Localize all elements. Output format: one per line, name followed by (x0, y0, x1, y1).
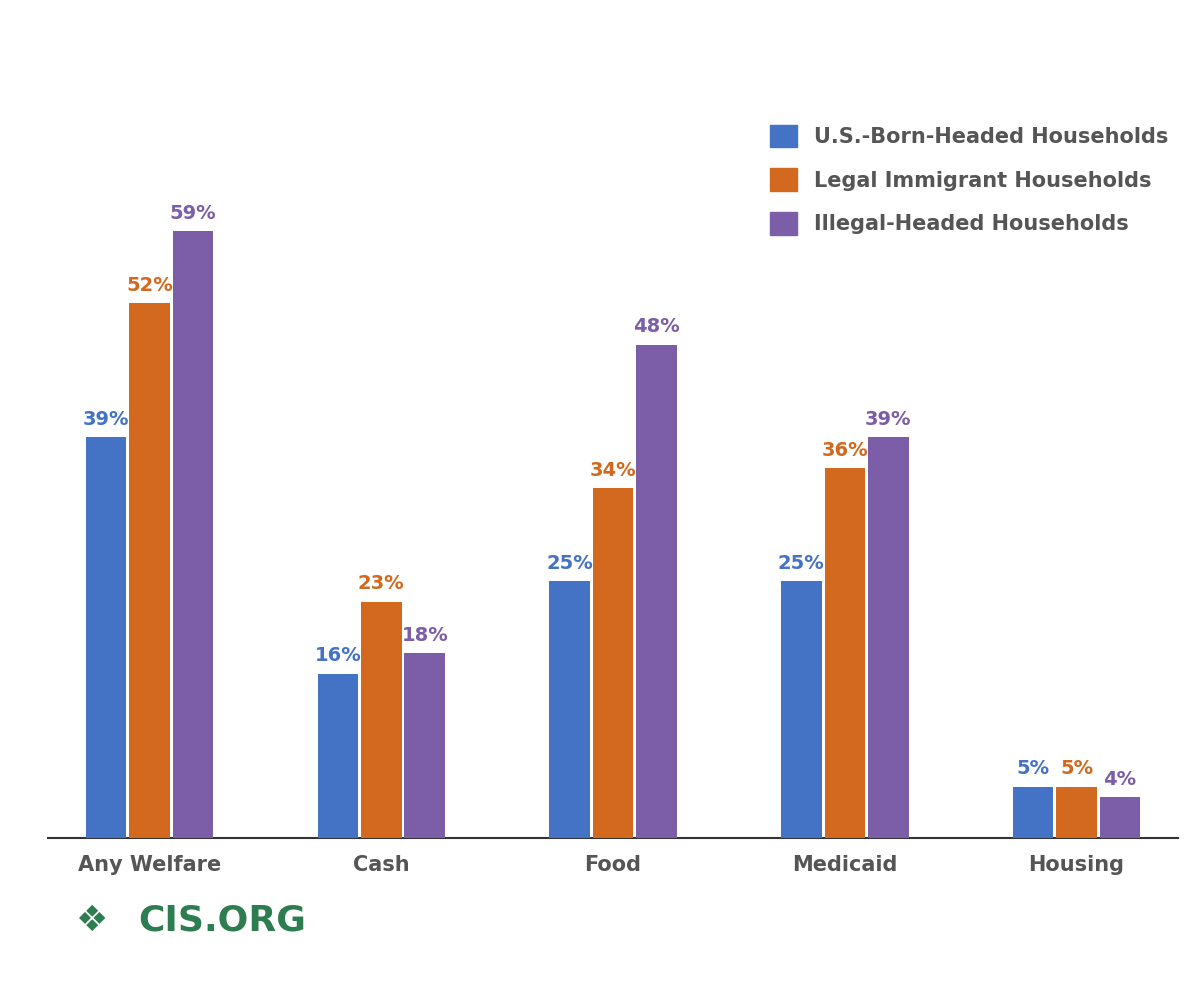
Text: 5%: 5% (1017, 759, 1049, 779)
Bar (636, 344, 677, 838)
Text: 52%: 52% (126, 276, 173, 295)
Bar (825, 468, 865, 838)
Text: 39%: 39% (865, 410, 911, 429)
Bar (129, 304, 169, 838)
Legend: U.S.-Born-Headed Households, Legal Immigrant Households, Illegal-Headed Househol: U.S.-Born-Headed Households, Legal Immig… (760, 114, 1179, 245)
Bar (361, 601, 401, 838)
Bar (868, 437, 909, 838)
Bar (781, 581, 822, 838)
Text: 48%: 48% (633, 317, 680, 336)
Text: 16%: 16% (315, 647, 361, 666)
Text: 36%: 36% (821, 441, 868, 459)
Text: 25%: 25% (778, 554, 825, 573)
Text: 25%: 25% (546, 554, 593, 573)
Bar (85, 437, 126, 838)
Text: 18%: 18% (401, 626, 448, 645)
Text: 23%: 23% (358, 575, 405, 594)
Bar (404, 653, 445, 838)
Bar (549, 581, 590, 838)
Bar (593, 488, 633, 838)
Bar (1013, 787, 1053, 838)
Text: ❖: ❖ (77, 904, 108, 938)
Text: 59%: 59% (169, 204, 216, 223)
Text: 5%: 5% (1060, 759, 1093, 779)
Text: 34%: 34% (590, 461, 636, 480)
Bar (1100, 797, 1141, 838)
Bar (317, 673, 358, 838)
Text: 4%: 4% (1103, 770, 1137, 789)
Text: CIS.ORG: CIS.ORG (138, 904, 307, 938)
Bar (173, 232, 213, 838)
Bar (1057, 787, 1097, 838)
Text: 39%: 39% (83, 410, 130, 429)
